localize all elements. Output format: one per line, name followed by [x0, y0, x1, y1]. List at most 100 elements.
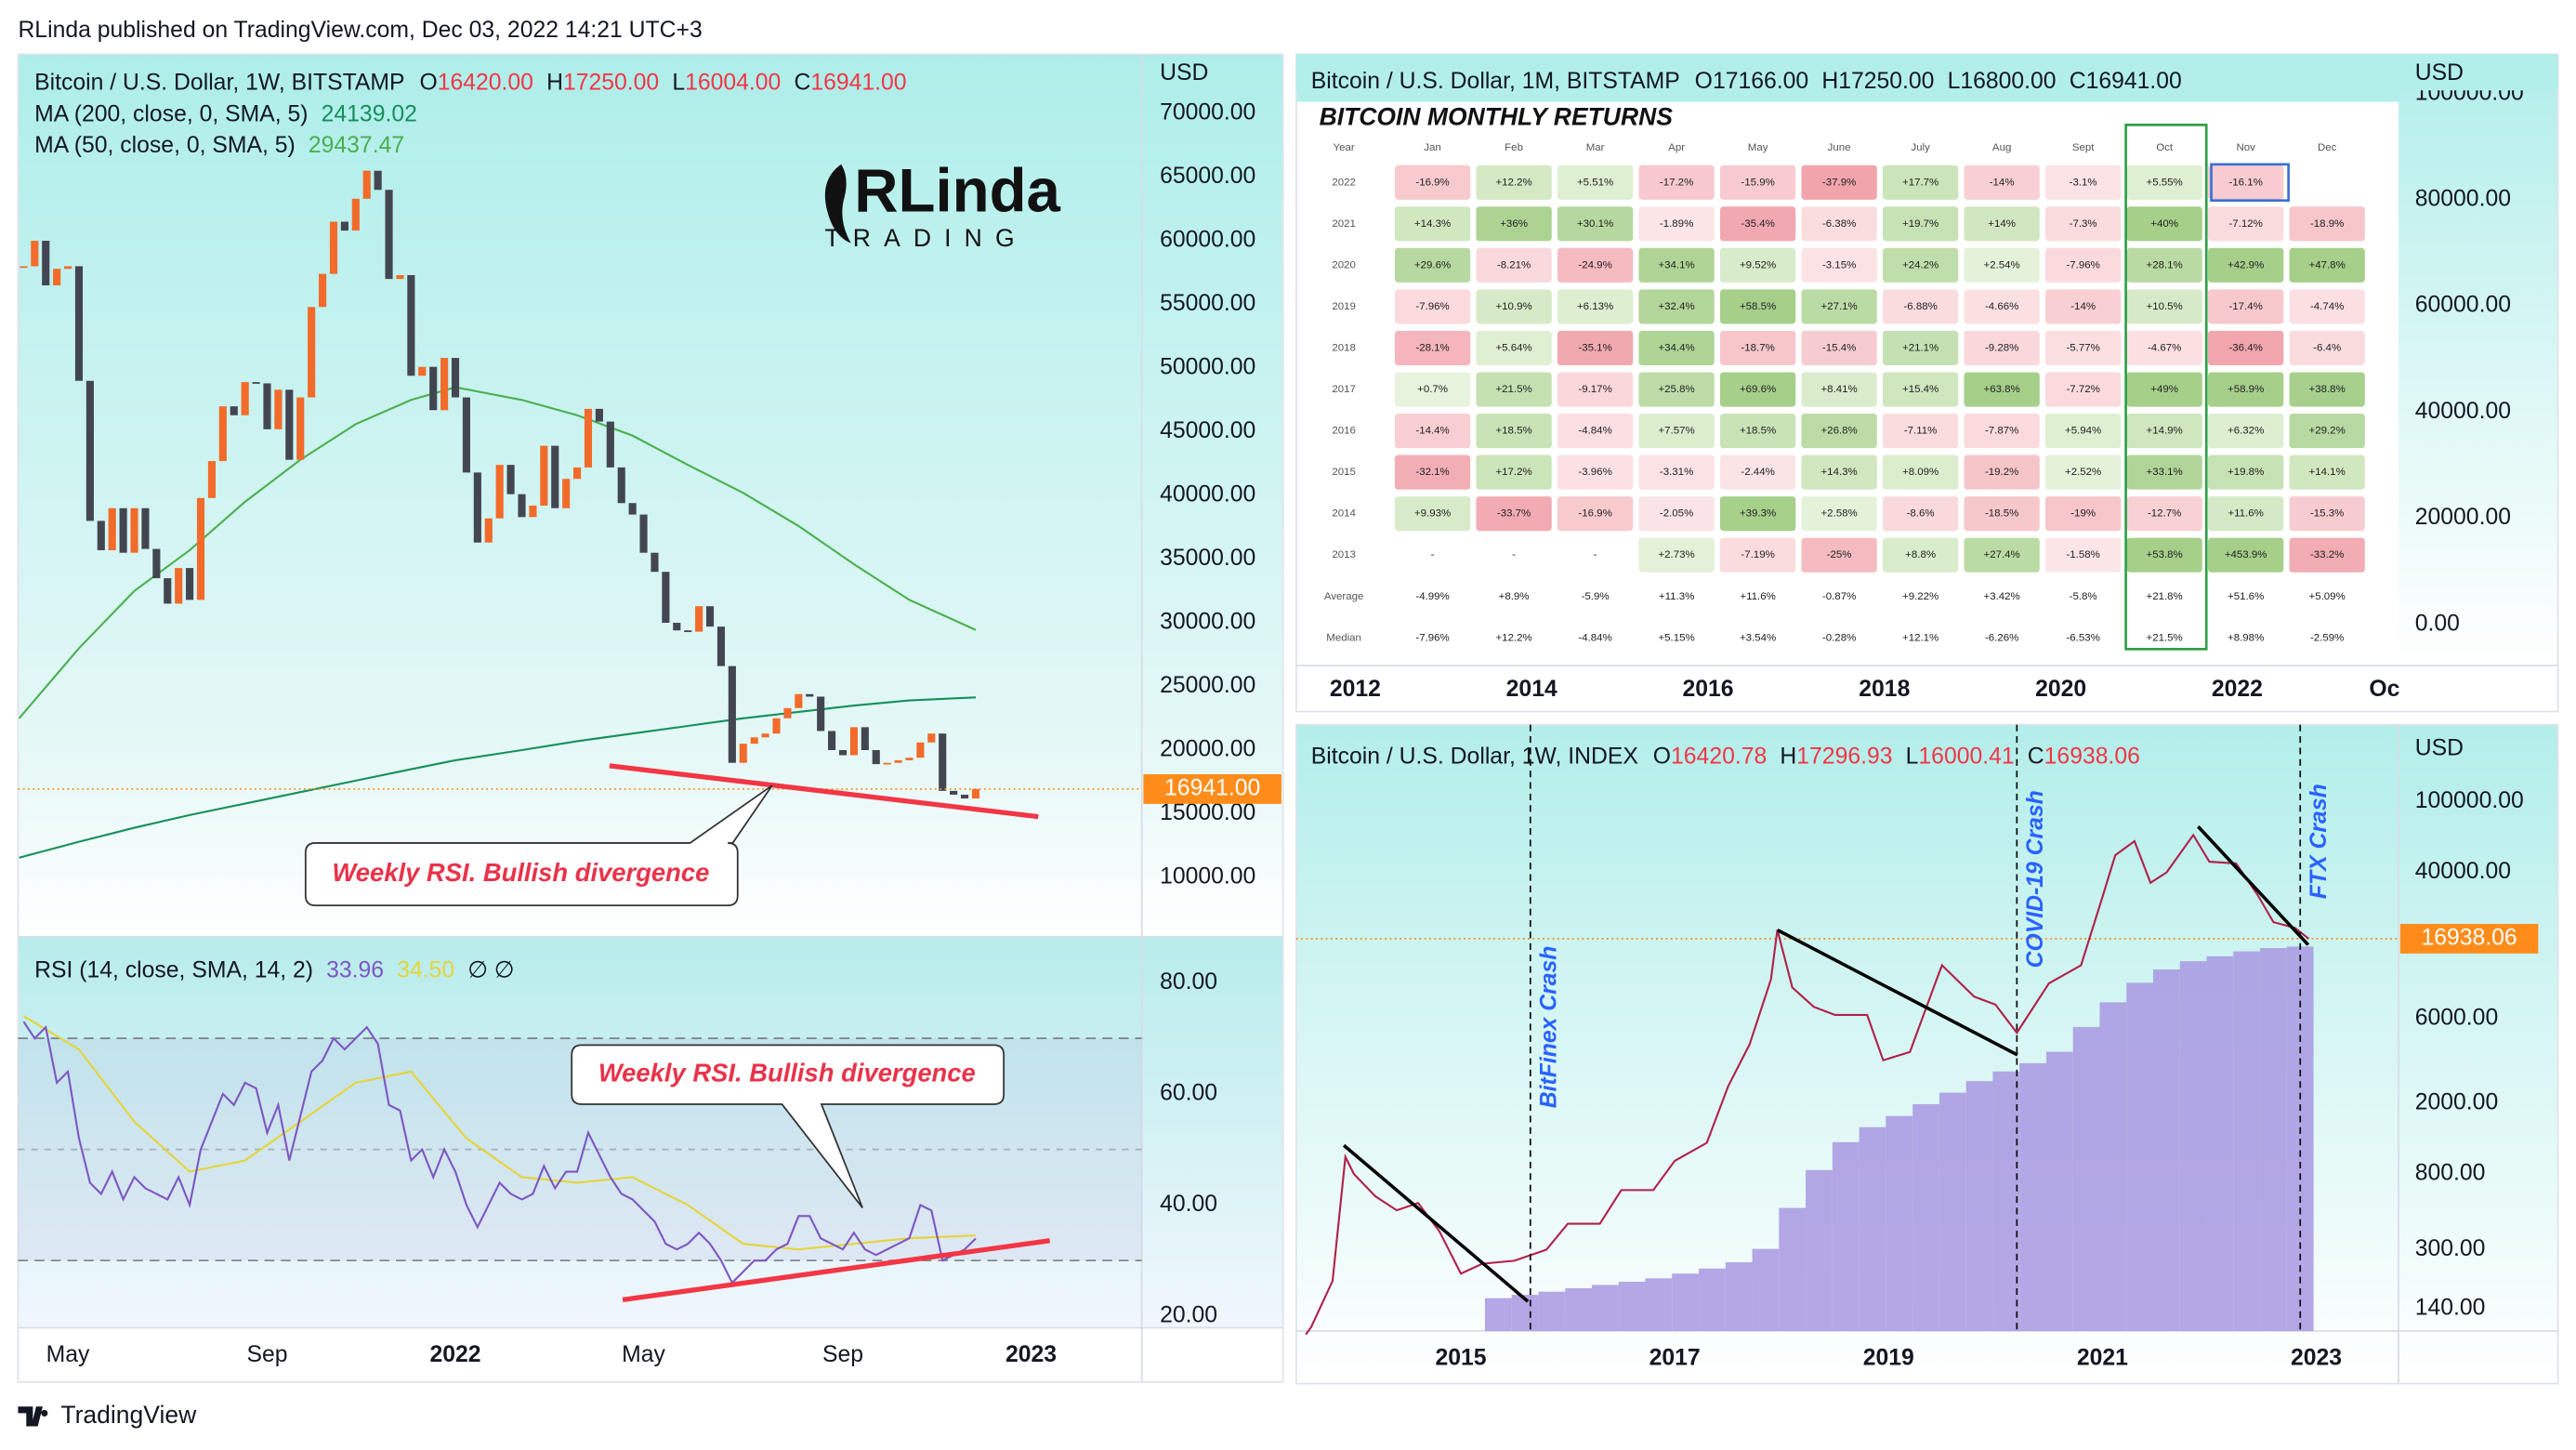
table-cell-bg: [1476, 247, 1552, 283]
candle: [883, 762, 891, 765]
y-tick-label: 100000.00: [2415, 788, 2524, 813]
candle: [263, 383, 271, 429]
histogram-bar: [1618, 1281, 1646, 1331]
table-cell-bg: [1719, 206, 1796, 242]
ohlc-label: L: [1948, 69, 1961, 94]
table-cell: -6.88%: [1903, 301, 1937, 312]
table-cell-bg: [1801, 455, 1877, 490]
x-tick-label: 2023: [1005, 1342, 1057, 1367]
table-header: Sept: [2072, 142, 2095, 153]
table-cell-bg: [2044, 413, 2122, 449]
table-cell: +5.94%: [2065, 426, 2101, 437]
table-cell-bg: [2289, 413, 2365, 449]
table-cell: -15.9%: [1741, 177, 1774, 188]
table-cell: +11.6%: [2228, 508, 2263, 520]
table-cell: +19.7%: [1902, 218, 1939, 230]
table-cell: -2.05%: [1660, 508, 1693, 520]
candle: [63, 266, 72, 270]
table-cell-bg: [1476, 289, 1552, 324]
table-cell: -7.96%: [2066, 259, 2099, 270]
axis-unit: USD: [1160, 60, 1208, 86]
table-cell: -: [1594, 549, 1597, 560]
table-row-label: 2022: [1332, 177, 1356, 188]
candle: [207, 461, 216, 498]
y-tick-label: 20000.00: [2415, 505, 2511, 530]
table-cell: +34.4%: [1658, 342, 1694, 353]
candle: [806, 693, 814, 697]
y-tick-label: 80.00: [1160, 969, 1217, 995]
table-cell-bg: [2208, 165, 2284, 200]
trendline: [2197, 825, 2310, 946]
candle: [252, 382, 260, 384]
table-cell: +24.2%: [1902, 259, 1939, 270]
candle: [595, 408, 603, 422]
table-cell: -28.1%: [1415, 342, 1449, 353]
ohlc-value: 17250.00: [563, 71, 659, 96]
histogram-bar: [1725, 1261, 1753, 1331]
legend-extra: ∅ ∅: [467, 957, 514, 982]
table-cell: -35.1%: [1578, 342, 1611, 353]
table-cell: -33.2%: [2310, 549, 2344, 560]
table-cell-bg: [1964, 455, 2040, 490]
table-cell-bg: [1801, 206, 1877, 242]
y-tick-label: 60000.00: [1160, 228, 1255, 253]
chart-title: Bitcoin / U.S. Dollar, 1M, BITSTAMP: [1311, 69, 1680, 94]
table-cell-bg: [1476, 206, 1552, 242]
candle: [42, 241, 50, 285]
table-cell-bg: [1638, 413, 1715, 449]
table-cell: -4.84%: [1578, 632, 1611, 643]
table-cell: +58.9%: [2228, 384, 2264, 395]
table-cell-bg: [1394, 206, 1471, 242]
table-cell: -4.99%: [1415, 591, 1449, 602]
table-cell: +8.8%: [1905, 549, 1936, 560]
table-cell: +25.8%: [1658, 384, 1694, 395]
candle: [164, 578, 172, 604]
table-cell: -5.9%: [1582, 591, 1610, 602]
table-cell-bg: [1719, 330, 1796, 366]
ohlc-value: 16420.00: [438, 71, 533, 96]
table-cell: -6.4%: [2313, 342, 2341, 353]
table-cell: +18.5%: [1495, 426, 1531, 437]
table-cell: -19%: [2070, 508, 2096, 520]
candle: [396, 275, 404, 280]
candle: [241, 382, 249, 415]
table-cell-bg: [2126, 165, 2202, 200]
y-tick-label: 40000.00: [2415, 399, 2511, 424]
histogram-bar: [2045, 1051, 2073, 1331]
table-cell: +40%: [2150, 218, 2178, 230]
candle: [950, 790, 958, 795]
table-cell-bg: [1638, 289, 1715, 324]
table-cell: -15.4%: [1822, 342, 1856, 353]
table-cell: +8.41%: [1820, 384, 1857, 395]
candle: [196, 497, 205, 600]
table-cell: +2.54%: [1983, 259, 2019, 270]
candle: [628, 503, 637, 515]
table-cell: -7.87%: [1985, 426, 2018, 437]
table-header: June: [1828, 142, 1851, 153]
candle: [584, 408, 593, 468]
y-tick-label: 55000.00: [1160, 291, 1255, 316]
candle: [230, 406, 238, 415]
highlight-column: [2124, 124, 2208, 651]
highlight-cell: [2210, 163, 2290, 203]
table-cell-bg: [1964, 496, 2040, 532]
table-cell-bg: [2208, 247, 2284, 283]
y-tick-label: 70000.00: [1160, 100, 1255, 125]
candle: [407, 275, 415, 376]
table-cell: +21.5%: [2147, 632, 2183, 643]
table-cell: -25%: [1827, 549, 1852, 560]
y-tick-label: 15000.00: [1160, 800, 1255, 825]
table-cell-bg: [1557, 455, 1634, 490]
right-bottom-frame: [1295, 723, 2559, 1385]
table-cell: +30.1%: [1577, 218, 1613, 230]
table-cell: -: [1431, 549, 1435, 560]
x-tick-label: 2022: [429, 1342, 480, 1367]
histogram-bar: [1672, 1273, 1700, 1331]
table-cell-bg: [2126, 247, 2202, 283]
rsi-line: [22, 1021, 977, 1285]
table-cell-bg: [1557, 413, 1634, 449]
table-cell-bg: [2044, 206, 2122, 242]
table-cell-bg: [1476, 165, 1552, 200]
table-cell-bg: [1719, 455, 1796, 490]
table-cell-bg: [1882, 537, 1959, 573]
